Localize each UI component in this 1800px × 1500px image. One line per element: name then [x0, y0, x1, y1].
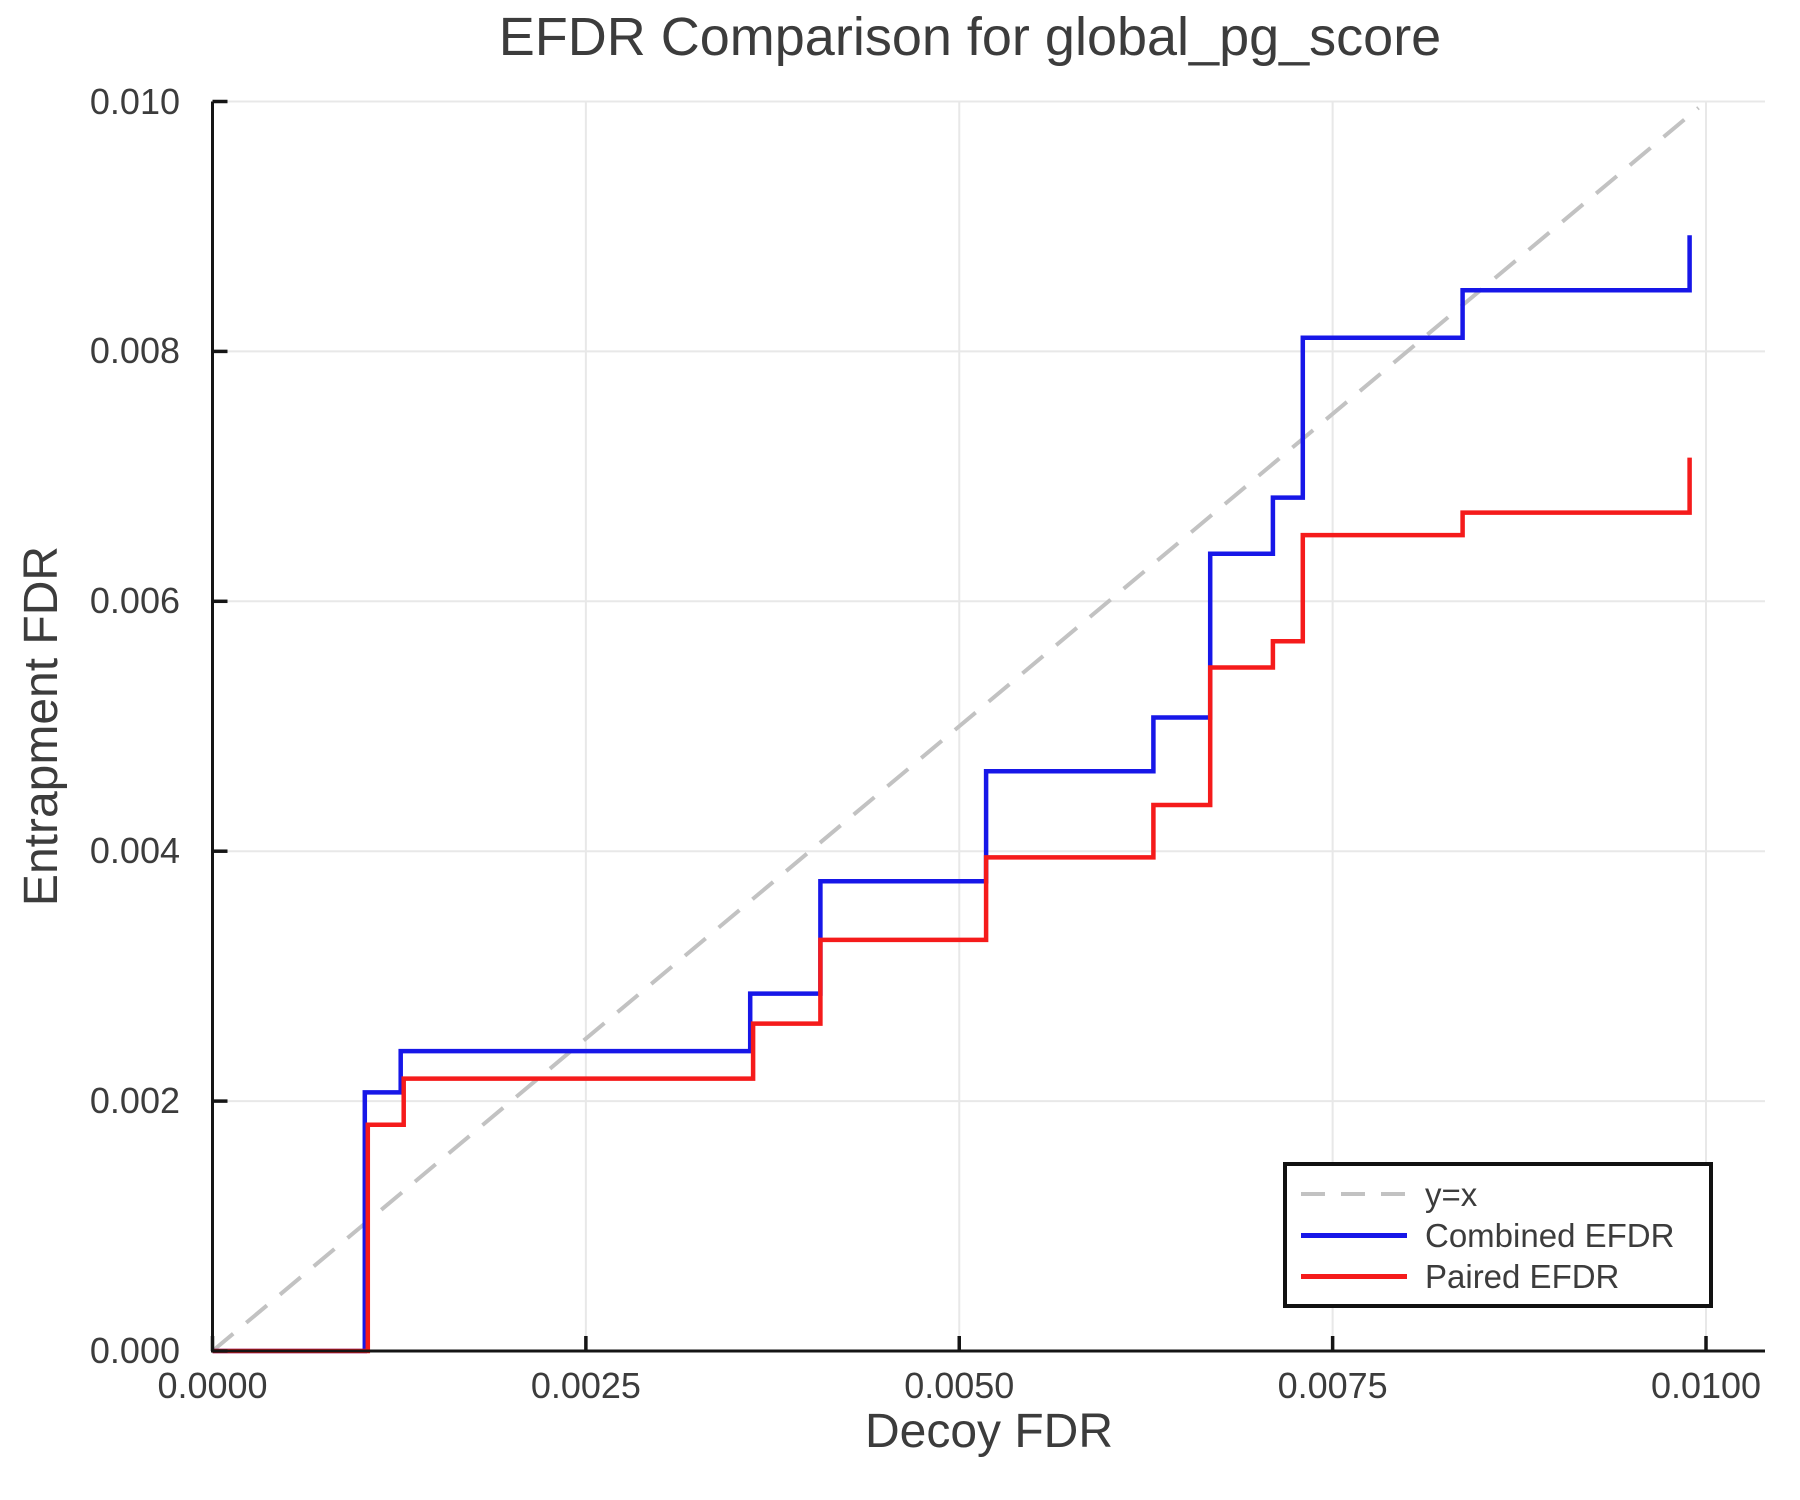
y-tick-label: 0.000 [89, 1330, 180, 1371]
chart-title: EFDR Comparison for global_pg_score [498, 7, 1442, 67]
y-tick-label: 0.006 [89, 580, 180, 622]
red-line-sample [1301, 1273, 1407, 1279]
legend-item-combined-efdr: Combined EFDR [1301, 1215, 1709, 1256]
x-tick-label: 0.0000 [157, 1365, 268, 1406]
x-axis-label: Decoy FDR [864, 1405, 1114, 1458]
legend-label: Paired EFDR [1425, 1257, 1620, 1295]
legend-item-paired-efdr: Paired EFDR [1301, 1256, 1709, 1297]
y-tick-label: 0.004 [89, 830, 180, 872]
series-combined-efdr [212, 235, 1692, 1354]
x-tick-label: 0.0100 [1650, 1365, 1762, 1406]
legend: y=x Combined EFDR Paired EFDR [1283, 1162, 1713, 1308]
x-tick-label: 0.0075 [1277, 1365, 1388, 1406]
x-tick-label: 0.0025 [530, 1365, 641, 1406]
y-tick-label: 0.008 [89, 330, 180, 372]
reference-line-y-equals-x [211, 106, 1700, 1353]
series-paired-efdr [212, 457, 1692, 1354]
y-tick-label: 0.010 [89, 80, 180, 122]
dashed-line-sample [1301, 1192, 1407, 1196]
legend-label: Combined EFDR [1425, 1216, 1675, 1254]
y-axis-label: Entrapment FDR [15, 545, 68, 907]
blue-line-sample [1301, 1232, 1407, 1238]
x-tick-label: 0.0050 [904, 1365, 1015, 1406]
legend-label: y=x [1425, 1175, 1478, 1213]
y-tick-label: 0.002 [89, 1080, 180, 1122]
legend-item-yx: y=x [1301, 1174, 1709, 1215]
